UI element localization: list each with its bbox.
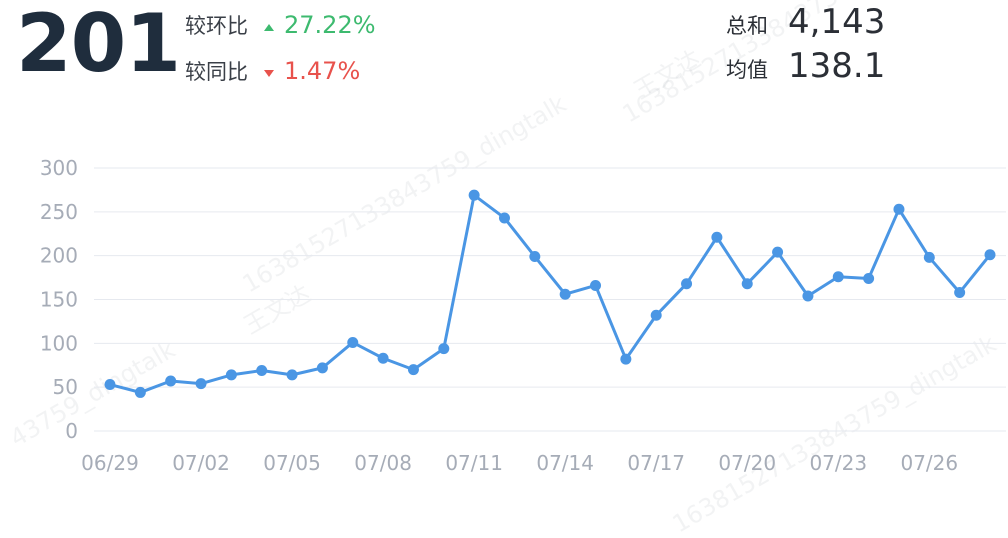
x-tick-label: 06/29 <box>81 451 139 475</box>
data-point[interactable] <box>984 249 996 261</box>
y-tick-label: 100 <box>40 331 78 355</box>
sum-label: 总和 <box>726 14 768 38</box>
avg-value: 138.1 <box>788 46 886 86</box>
data-point[interactable] <box>286 369 298 381</box>
data-point[interactable] <box>681 278 693 290</box>
data-point[interactable] <box>863 272 875 284</box>
sum-stat: 总和 4,143 <box>726 2 885 42</box>
y-tick-label: 50 <box>53 375 78 399</box>
data-point[interactable] <box>438 343 450 355</box>
data-point[interactable] <box>893 203 905 215</box>
arrow-up-icon <box>264 23 274 31</box>
y-tick-label: 300 <box>40 156 78 180</box>
main-value: 201 <box>16 0 181 90</box>
x-tick-label: 07/20 <box>718 451 776 475</box>
data-point[interactable] <box>650 309 662 321</box>
yoy-value: 1.47% <box>284 57 361 85</box>
data-point[interactable] <box>165 375 177 387</box>
y-tick-label: 0 <box>65 419 78 443</box>
data-point[interactable] <box>772 246 784 258</box>
arrow-down-icon <box>264 69 274 77</box>
y-tick-label: 200 <box>40 244 78 268</box>
mom-value: 27.22% <box>284 11 376 39</box>
data-point[interactable] <box>923 251 935 263</box>
line-chart: 0 50 100 150 200 250 300 06/29 07/02 07/05 07/08 07… <box>40 156 1006 475</box>
data-point[interactable] <box>954 286 966 298</box>
yoy-row: 较同比 1.47% <box>185 56 360 86</box>
mom-label: 较环比 <box>185 14 248 38</box>
x-tick-label: 07/02 <box>172 451 230 475</box>
x-tick-label: 07/17 <box>627 451 685 475</box>
sum-value: 4,143 <box>788 2 886 42</box>
data-point[interactable] <box>256 365 268 377</box>
data-point[interactable] <box>832 271 844 283</box>
x-tick-label: 07/23 <box>809 451 867 475</box>
data-point[interactable] <box>620 353 632 365</box>
data-point[interactable] <box>559 288 571 300</box>
data-point[interactable] <box>711 231 723 243</box>
data-point[interactable] <box>225 369 237 381</box>
avg-stat: 均值 138.1 <box>726 46 885 86</box>
x-tick-label: 07/05 <box>263 451 321 475</box>
x-tick-label: 07/08 <box>354 451 412 475</box>
data-point[interactable] <box>316 362 328 374</box>
avg-label: 均值 <box>726 58 768 82</box>
y-tick-label: 250 <box>40 200 78 224</box>
x-tick-label: 07/26 <box>900 451 958 475</box>
data-point[interactable] <box>134 386 146 398</box>
x-tick-label: 07/14 <box>536 451 594 475</box>
data-point[interactable] <box>741 278 753 290</box>
data-point[interactable] <box>104 379 116 391</box>
data-point[interactable] <box>377 352 389 364</box>
data-point[interactable] <box>468 189 480 201</box>
data-point[interactable] <box>498 212 510 224</box>
series-line <box>109 193 992 394</box>
x-tick-label: 07/11 <box>445 451 503 475</box>
data-point[interactable] <box>590 279 602 291</box>
data-point[interactable] <box>802 290 814 302</box>
data-point[interactable] <box>347 336 359 348</box>
mom-row: 较环比 27.22% <box>185 10 376 40</box>
yoy-label: 较同比 <box>185 60 248 84</box>
data-point[interactable] <box>407 364 419 376</box>
data-point[interactable] <box>195 378 207 390</box>
data-point[interactable] <box>529 251 541 263</box>
y-tick-label: 150 <box>40 288 78 312</box>
